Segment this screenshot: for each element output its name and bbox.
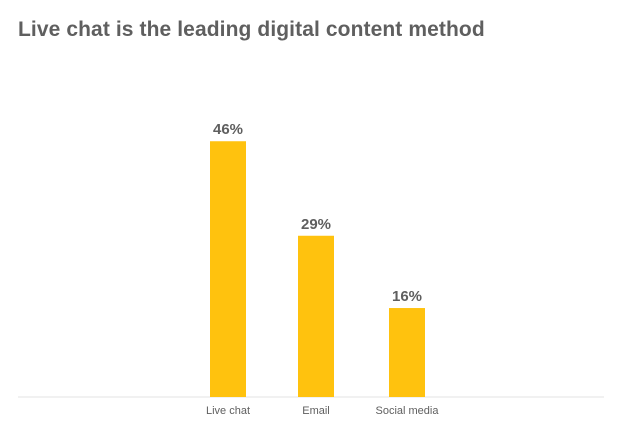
- bar-social-media: [389, 308, 425, 397]
- x-tick-label-email: Email: [302, 405, 330, 417]
- data-label-live-chat: 46%: [213, 121, 243, 138]
- x-tick-label-live-chat: Live chat: [206, 405, 250, 417]
- chart-title: Live chat is the leading digital content…: [18, 18, 485, 41]
- x-tick-label-social-media: Social media: [376, 405, 440, 417]
- data-label-email: 29%: [301, 216, 331, 233]
- bar-email: [298, 235, 334, 397]
- data-label-social-media: 16%: [392, 288, 422, 305]
- bar-live-chat: [210, 141, 246, 397]
- bars-group: [210, 141, 425, 397]
- labels-group: 46% Live chat 29% Email 16% Social media: [206, 121, 439, 417]
